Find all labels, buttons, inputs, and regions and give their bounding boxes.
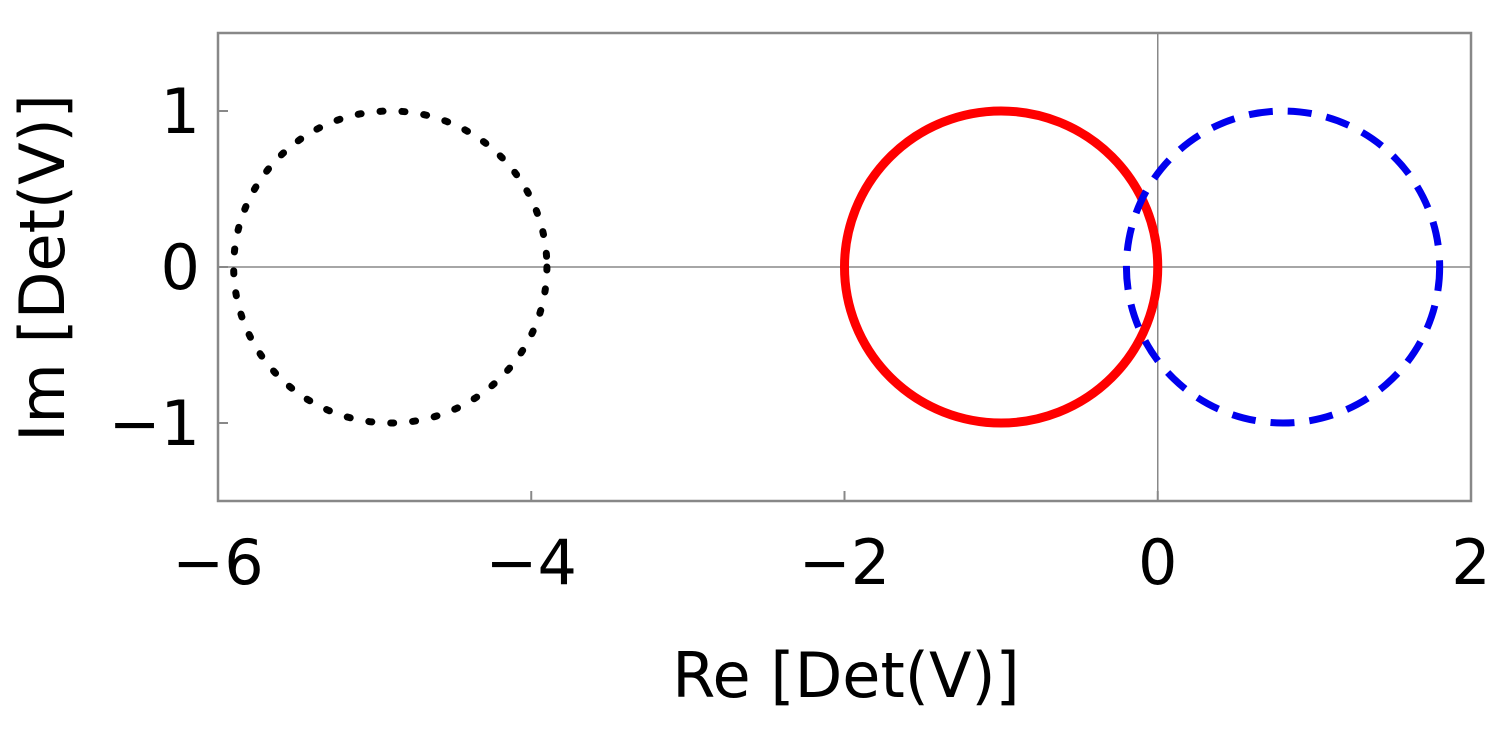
y-tick-label: 0 — [161, 231, 200, 304]
series-group — [230, 106, 1444, 428]
x-tick-label: 0 — [1138, 526, 1177, 599]
x-tick-label: −6 — [172, 526, 263, 599]
series-dashed-circle-2 — [1122, 107, 1444, 427]
y-tick-label: 1 — [161, 75, 200, 148]
x-tick-label: −2 — [799, 526, 890, 599]
series-solid-circle-1 — [840, 106, 1163, 428]
x-axis-label: Re [Det(V)] — [672, 639, 1020, 712]
y-tick-label: −1 — [109, 387, 200, 460]
x-tick-label: 2 — [1451, 526, 1490, 599]
y-axis-label: Im [Det(V)] — [6, 94, 79, 442]
ticks-group: −6 −4 −2 0 2 −1 0 1 — [109, 75, 1491, 599]
x-tick-label: −4 — [486, 526, 577, 599]
series-dotted-circle-0 — [230, 107, 551, 427]
